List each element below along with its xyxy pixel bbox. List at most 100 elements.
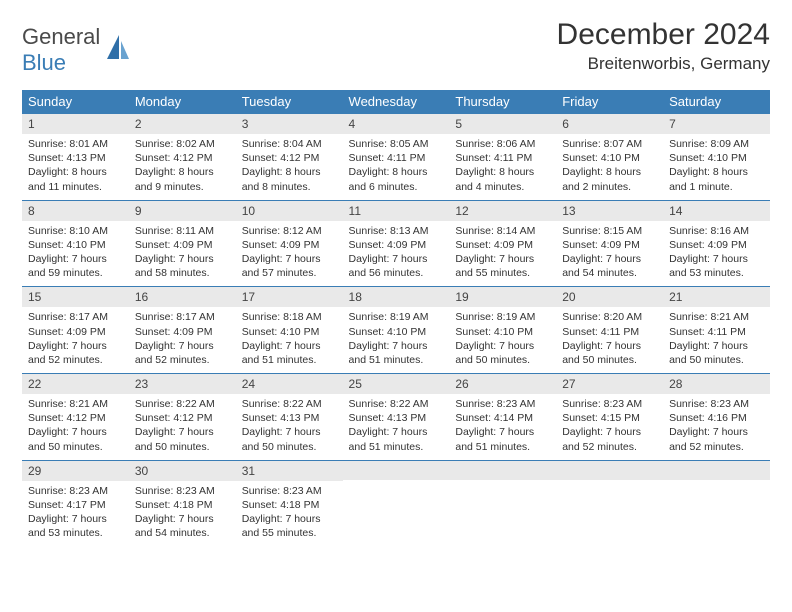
calendar-cell: 13Sunrise: 8:15 AMSunset: 4:09 PMDayligh… xyxy=(556,200,663,287)
day-info: Sunrise: 8:21 AMSunset: 4:11 PMDaylight:… xyxy=(663,307,770,373)
day-sr: Sunrise: 8:14 AM xyxy=(455,224,550,238)
day-dl1: Daylight: 7 hours xyxy=(562,339,657,353)
day-info: Sunrise: 8:01 AMSunset: 4:13 PMDaylight:… xyxy=(22,134,129,200)
day-number: 5 xyxy=(449,113,556,134)
day-dl2: and 59 minutes. xyxy=(28,266,123,280)
day-number: 27 xyxy=(556,373,663,394)
day-number: 25 xyxy=(343,373,450,394)
calendar-table: SundayMondayTuesdayWednesdayThursdayFrid… xyxy=(22,90,770,546)
day-dl1: Daylight: 7 hours xyxy=(349,339,444,353)
day-number: 9 xyxy=(129,200,236,221)
day-info: Sunrise: 8:19 AMSunset: 4:10 PMDaylight:… xyxy=(449,307,556,373)
calendar-cell: 29Sunrise: 8:23 AMSunset: 4:17 PMDayligh… xyxy=(22,460,129,547)
day-ss: Sunset: 4:10 PM xyxy=(349,325,444,339)
day-dl2: and 53 minutes. xyxy=(28,526,123,540)
day-sr: Sunrise: 8:04 AM xyxy=(242,137,337,151)
day-dl2: and 55 minutes. xyxy=(455,266,550,280)
day-number: 12 xyxy=(449,200,556,221)
weekday-header: Friday xyxy=(556,90,663,113)
calendar-cell xyxy=(343,460,450,547)
page-title: December 2024 xyxy=(557,18,770,52)
calendar-cell: 18Sunrise: 8:19 AMSunset: 4:10 PMDayligh… xyxy=(343,286,450,373)
calendar-row: 29Sunrise: 8:23 AMSunset: 4:17 PMDayligh… xyxy=(22,460,770,547)
day-dl1: Daylight: 7 hours xyxy=(669,425,764,439)
calendar-cell: 20Sunrise: 8:20 AMSunset: 4:11 PMDayligh… xyxy=(556,286,663,373)
day-dl2: and 52 minutes. xyxy=(28,353,123,367)
day-dl1: Daylight: 8 hours xyxy=(562,165,657,179)
calendar-row: 22Sunrise: 8:21 AMSunset: 4:12 PMDayligh… xyxy=(22,373,770,460)
day-sr: Sunrise: 8:22 AM xyxy=(135,397,230,411)
calendar-cell: 7Sunrise: 8:09 AMSunset: 4:10 PMDaylight… xyxy=(663,113,770,200)
weekday-header: Sunday xyxy=(22,90,129,113)
calendar-cell: 2Sunrise: 8:02 AMSunset: 4:12 PMDaylight… xyxy=(129,113,236,200)
day-number: 29 xyxy=(22,460,129,481)
day-dl2: and 58 minutes. xyxy=(135,266,230,280)
weekday-header: Tuesday xyxy=(236,90,343,113)
day-dl1: Daylight: 7 hours xyxy=(135,339,230,353)
day-dl1: Daylight: 7 hours xyxy=(242,425,337,439)
day-sr: Sunrise: 8:06 AM xyxy=(455,137,550,151)
day-ss: Sunset: 4:09 PM xyxy=(28,325,123,339)
day-info: Sunrise: 8:16 AMSunset: 4:09 PMDaylight:… xyxy=(663,221,770,287)
day-dl1: Daylight: 7 hours xyxy=(669,339,764,353)
day-sr: Sunrise: 8:19 AM xyxy=(455,310,550,324)
calendar-cell: 21Sunrise: 8:21 AMSunset: 4:11 PMDayligh… xyxy=(663,286,770,373)
calendar-cell: 31Sunrise: 8:23 AMSunset: 4:18 PMDayligh… xyxy=(236,460,343,547)
day-dl1: Daylight: 7 hours xyxy=(669,252,764,266)
day-dl2: and 50 minutes. xyxy=(135,440,230,454)
day-ss: Sunset: 4:09 PM xyxy=(135,325,230,339)
day-sr: Sunrise: 8:23 AM xyxy=(562,397,657,411)
calendar-cell: 25Sunrise: 8:22 AMSunset: 4:13 PMDayligh… xyxy=(343,373,450,460)
day-sr: Sunrise: 8:05 AM xyxy=(349,137,444,151)
day-ss: Sunset: 4:09 PM xyxy=(562,238,657,252)
day-info: Sunrise: 8:23 AMSunset: 4:18 PMDaylight:… xyxy=(129,481,236,547)
day-sr: Sunrise: 8:01 AM xyxy=(28,137,123,151)
calendar-cell: 10Sunrise: 8:12 AMSunset: 4:09 PMDayligh… xyxy=(236,200,343,287)
day-dl2: and 51 minutes. xyxy=(242,353,337,367)
day-number: 18 xyxy=(343,286,450,307)
day-info: Sunrise: 8:22 AMSunset: 4:12 PMDaylight:… xyxy=(129,394,236,460)
day-ss: Sunset: 4:13 PM xyxy=(349,411,444,425)
day-ss: Sunset: 4:10 PM xyxy=(242,325,337,339)
day-dl2: and 51 minutes. xyxy=(455,440,550,454)
day-dl2: and 57 minutes. xyxy=(242,266,337,280)
day-dl1: Daylight: 7 hours xyxy=(349,425,444,439)
calendar-cell: 11Sunrise: 8:13 AMSunset: 4:09 PMDayligh… xyxy=(343,200,450,287)
logo-text-blue: Blue xyxy=(22,50,66,75)
day-info: Sunrise: 8:13 AMSunset: 4:09 PMDaylight:… xyxy=(343,221,450,287)
day-info: Sunrise: 8:19 AMSunset: 4:10 PMDaylight:… xyxy=(343,307,450,373)
day-dl1: Daylight: 7 hours xyxy=(135,252,230,266)
day-info: Sunrise: 8:07 AMSunset: 4:10 PMDaylight:… xyxy=(556,134,663,200)
day-number: 11 xyxy=(343,200,450,221)
day-ss: Sunset: 4:09 PM xyxy=(135,238,230,252)
day-number: 15 xyxy=(22,286,129,307)
day-dl1: Daylight: 7 hours xyxy=(455,252,550,266)
day-sr: Sunrise: 8:23 AM xyxy=(28,484,123,498)
calendar-cell: 9Sunrise: 8:11 AMSunset: 4:09 PMDaylight… xyxy=(129,200,236,287)
day-dl2: and 50 minutes. xyxy=(669,353,764,367)
empty-day-header xyxy=(663,460,770,480)
weekday-header-row: SundayMondayTuesdayWednesdayThursdayFrid… xyxy=(22,90,770,113)
day-ss: Sunset: 4:14 PM xyxy=(455,411,550,425)
day-dl1: Daylight: 7 hours xyxy=(349,252,444,266)
day-number: 23 xyxy=(129,373,236,394)
sail-icon xyxy=(105,33,131,68)
empty-day-header xyxy=(343,460,450,480)
location-label: Breitenworbis, Germany xyxy=(557,54,770,74)
day-info: Sunrise: 8:17 AMSunset: 4:09 PMDaylight:… xyxy=(129,307,236,373)
logo: General Blue xyxy=(22,18,131,76)
day-dl2: and 52 minutes. xyxy=(669,440,764,454)
day-ss: Sunset: 4:12 PM xyxy=(135,151,230,165)
day-sr: Sunrise: 8:02 AM xyxy=(135,137,230,151)
day-ss: Sunset: 4:12 PM xyxy=(28,411,123,425)
day-sr: Sunrise: 8:07 AM xyxy=(562,137,657,151)
logo-text-general: General xyxy=(22,24,100,49)
day-sr: Sunrise: 8:19 AM xyxy=(349,310,444,324)
calendar-cell: 4Sunrise: 8:05 AMSunset: 4:11 PMDaylight… xyxy=(343,113,450,200)
calendar-cell: 27Sunrise: 8:23 AMSunset: 4:15 PMDayligh… xyxy=(556,373,663,460)
day-number: 4 xyxy=(343,113,450,134)
day-ss: Sunset: 4:11 PM xyxy=(562,325,657,339)
day-info: Sunrise: 8:20 AMSunset: 4:11 PMDaylight:… xyxy=(556,307,663,373)
day-ss: Sunset: 4:09 PM xyxy=(242,238,337,252)
day-dl2: and 51 minutes. xyxy=(349,353,444,367)
